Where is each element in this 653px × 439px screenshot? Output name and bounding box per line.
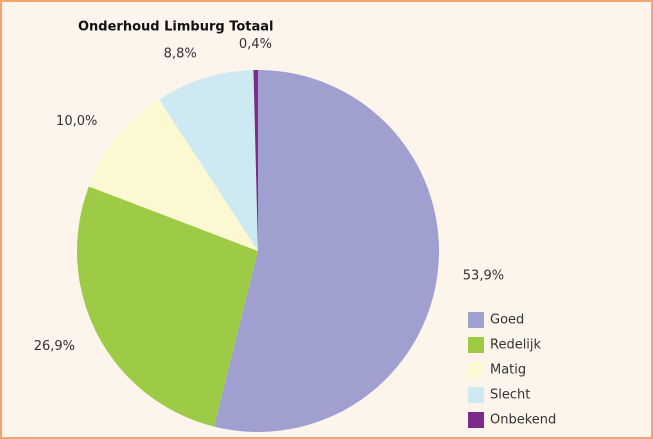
pie-slice [253,70,258,251]
legend-swatch [468,387,484,403]
data-label: 10,0% [56,114,97,129]
chart-title: Onderhoud Limburg Totaal [78,20,274,35]
legend-label: Matig [490,363,526,378]
legend-label: Redelijk [490,338,542,353]
pie-slice [88,99,258,251]
data-label: 8,8% [164,46,197,61]
pie-slice [214,70,439,433]
legend-swatch [468,337,484,353]
pie-slice [76,186,258,427]
data-label: 0,4% [239,37,272,52]
data-label: 26,9% [34,339,75,354]
legend-swatch [468,412,484,428]
pie-slice [159,70,258,251]
legend-swatch [468,362,484,378]
legend-label: Onbekend [490,413,556,428]
data-label: 53,9% [463,269,504,284]
legend-label: Goed [490,313,524,328]
legend-label: Slecht [490,388,530,403]
legend-swatch [468,312,484,328]
